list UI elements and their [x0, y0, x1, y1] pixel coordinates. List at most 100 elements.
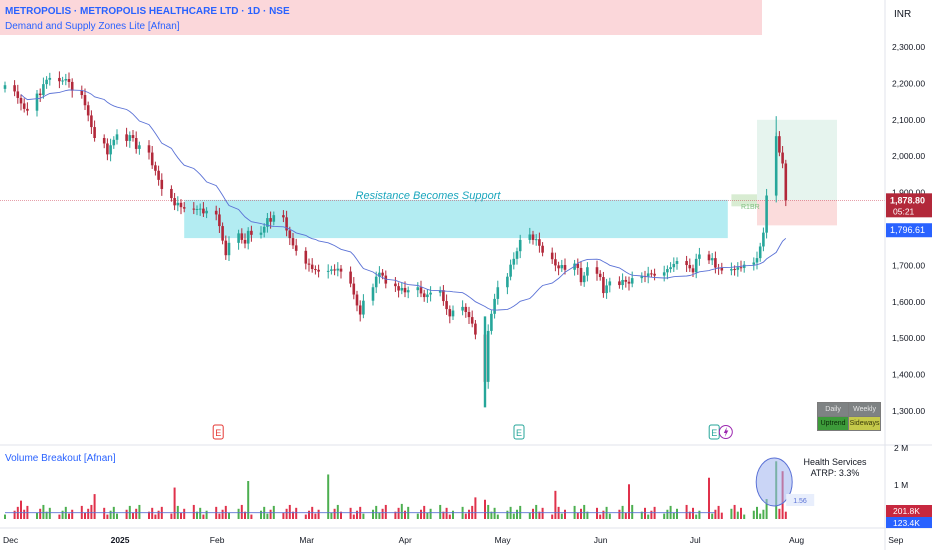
candle-body — [38, 93, 42, 96]
candle-body — [755, 258, 759, 263]
time-tick-label: May — [495, 535, 512, 545]
candle-body — [720, 267, 724, 271]
volume-bar — [106, 514, 109, 519]
volume-bar — [48, 507, 51, 519]
candle-body — [429, 292, 432, 295]
price-tick-label: 1,700.00 — [892, 260, 925, 270]
earnings-marker-label[interactable]: E — [516, 428, 522, 438]
volume-partial-value: 123.4K — [893, 518, 920, 528]
candle-body — [560, 265, 564, 269]
volume-partial-tag — [886, 517, 932, 528]
symbol-title[interactable]: METROPOLIS · METROPOLIS HEALTHCARE LTD ·… — [5, 6, 290, 17]
candle-body — [758, 246, 762, 259]
volume-bar — [631, 504, 634, 519]
earnings-marker-label[interactable]: E — [711, 428, 717, 438]
volume-indicator-title[interactable]: Volume Breakout [Afnan] — [5, 453, 116, 464]
candle-body — [336, 268, 340, 271]
volume-bar — [314, 513, 317, 519]
volume-tick-label: 1 M — [894, 480, 908, 490]
candle-body — [93, 127, 96, 138]
volume-bar — [576, 512, 579, 519]
symbol-header: METROPOLIS · METROPOLIS HEALTHCARE LTD ·… — [0, 0, 762, 35]
candle-body — [448, 309, 452, 317]
volume-bar — [71, 509, 74, 519]
candle-body — [576, 263, 580, 268]
earnings-marker[interactable] — [212, 424, 224, 440]
candle-body — [195, 208, 199, 210]
candle-body — [550, 252, 554, 260]
volume-bar — [628, 484, 630, 519]
volume-bar — [84, 512, 86, 519]
earnings-marker-label[interactable]: E — [215, 428, 221, 438]
volume-bar — [554, 490, 557, 519]
candle-body — [374, 276, 378, 288]
candle-body — [102, 138, 106, 144]
sector-label: Health Services — [803, 457, 867, 467]
current-price-value: 1,878.80 — [890, 195, 925, 205]
volume-bar — [138, 504, 141, 519]
volume-bar — [538, 511, 541, 519]
volume-bar — [464, 513, 467, 519]
volume-bar — [426, 512, 429, 519]
candle-body — [752, 262, 756, 265]
volume-bar — [61, 510, 64, 519]
candle-body — [243, 239, 247, 244]
candle-body — [42, 84, 45, 96]
volume-current-tag — [886, 505, 932, 517]
candle-body — [698, 254, 701, 259]
currency-label[interactable]: INR — [894, 9, 912, 20]
volume-bar — [663, 513, 666, 519]
candle-body — [352, 283, 356, 295]
volume-spike-highlight — [755, 457, 793, 507]
volume-bar — [244, 511, 246, 519]
volume-bar — [602, 510, 605, 519]
candle-body — [19, 97, 23, 104]
volume-bar — [490, 511, 493, 519]
volume-bar — [580, 508, 582, 519]
volume-bar — [583, 504, 586, 519]
volume-bar — [356, 510, 358, 519]
volume-bar — [352, 514, 355, 519]
price-tick-label: 1,900.00 — [892, 188, 925, 198]
ma-value: 1,796.61 — [890, 225, 925, 235]
indicator-title[interactable]: Demand and Supply Zones Lite [Afnan] — [5, 21, 180, 32]
candle-body — [150, 152, 154, 166]
candle-body — [147, 145, 151, 153]
candle-body — [400, 287, 404, 291]
candle-body — [106, 143, 109, 155]
candle-body — [438, 290, 442, 293]
candle-body — [650, 273, 653, 275]
candle-body — [214, 210, 218, 215]
candle-body — [736, 267, 740, 270]
earnings-marker[interactable] — [513, 424, 525, 440]
volume-bar — [20, 500, 22, 519]
candle-body — [326, 270, 330, 272]
volume-bar — [237, 508, 240, 519]
candle-body — [202, 208, 205, 214]
candle-body — [630, 278, 634, 284]
trend-header-weekly: Weekly — [848, 402, 881, 417]
price-tick-label: 1,500.00 — [892, 333, 925, 343]
candle-body — [173, 198, 176, 206]
volume-bar — [23, 509, 26, 519]
volume-bar — [618, 509, 621, 519]
candle-body — [176, 202, 180, 206]
candle-body — [509, 264, 512, 277]
candle-body — [35, 93, 39, 111]
rr-label: R1BR — [741, 204, 760, 211]
candle-body — [528, 234, 532, 240]
volume-spike-tag — [786, 494, 815, 506]
ma-value-tag — [886, 223, 932, 238]
volume-bar — [560, 513, 563, 519]
volume-bar — [420, 509, 422, 519]
volume-bar — [39, 508, 42, 519]
volume-spike-label: 1.56 — [793, 498, 807, 505]
volume-bar — [708, 477, 710, 519]
candle-body — [694, 258, 698, 273]
target-stop-zone — [757, 200, 837, 226]
volume-bar — [218, 513, 221, 519]
volume-bar — [528, 512, 531, 519]
candle-body — [486, 330, 490, 382]
